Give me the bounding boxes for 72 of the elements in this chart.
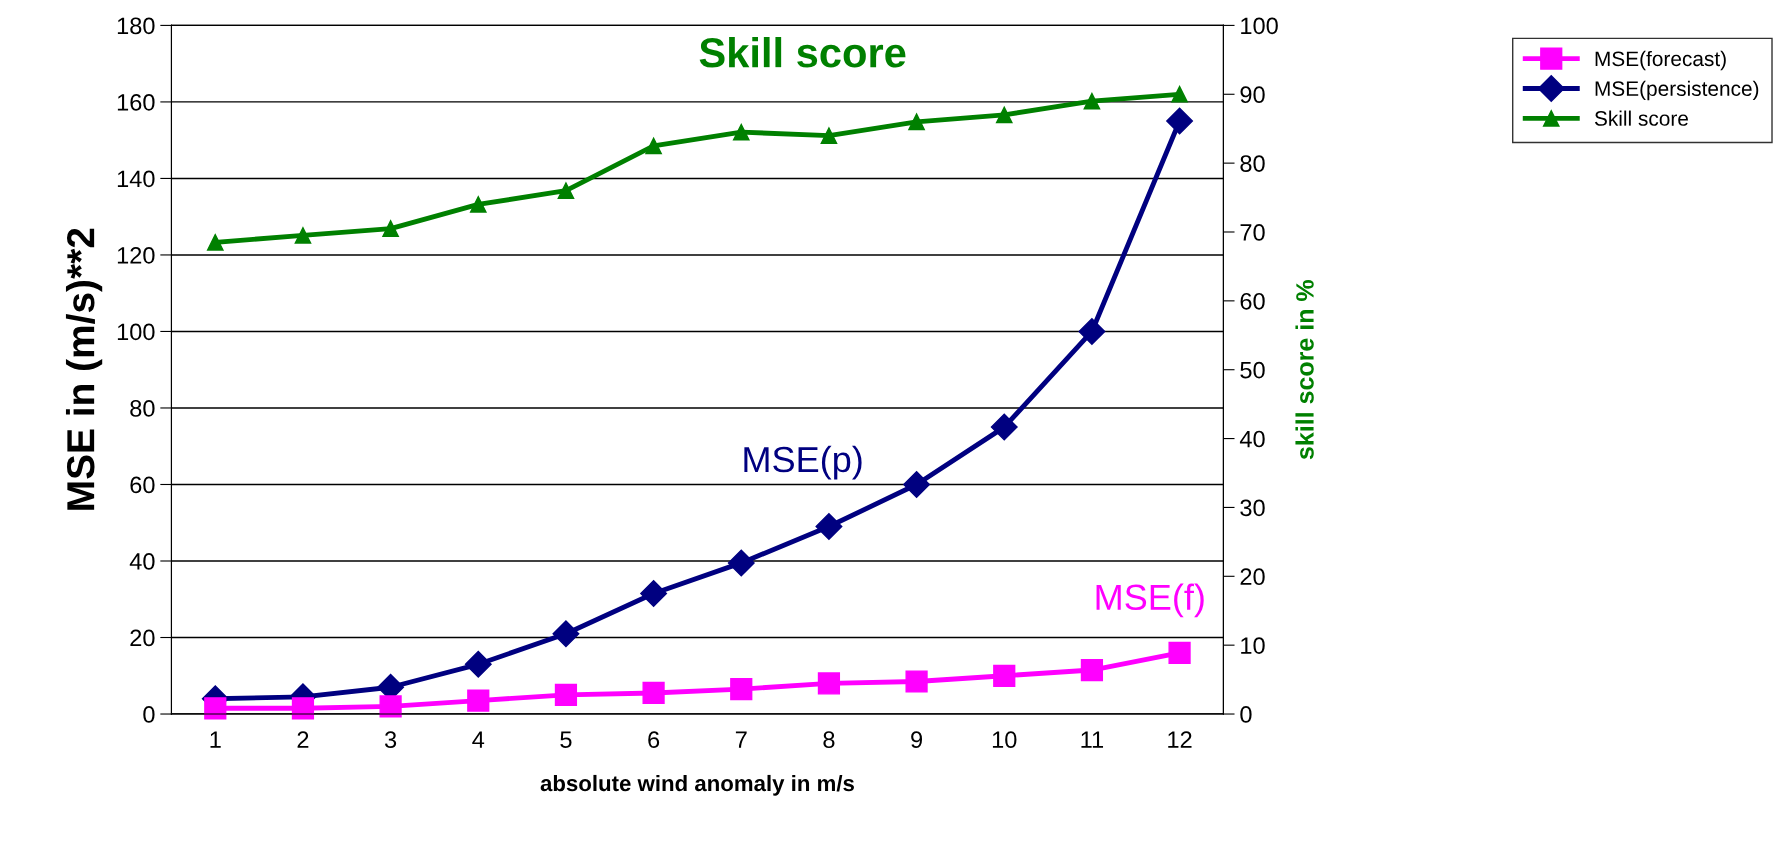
y-tick-label: 0 [143, 706, 155, 723]
y-tick-label: 20 [130, 629, 155, 647]
point [903, 471, 931, 498]
point [554, 683, 578, 707]
y-tick-label: 160 [117, 93, 155, 111]
annotation: Skill score [699, 36, 906, 68]
y-tick-label: 140 [117, 170, 155, 188]
point [820, 127, 838, 144]
point [382, 220, 399, 237]
point [642, 681, 665, 705]
point [467, 689, 490, 712]
x-tick-label: 1 [210, 731, 221, 748]
y2-tick-label: 40 [1239, 430, 1265, 448]
y2-tick-label: 90 [1240, 86, 1265, 104]
point [464, 650, 492, 678]
point [1171, 85, 1188, 103]
point [1080, 658, 1104, 682]
point [557, 182, 575, 200]
x-tick-label: 10 [992, 731, 1017, 749]
y-tick-label: 60 [130, 476, 155, 494]
point [640, 580, 668, 607]
x-tick-label: 3 [384, 731, 397, 749]
point [905, 670, 928, 693]
y2-tick-label: 0 [1240, 706, 1252, 723]
x-tick-label: 7 [735, 731, 747, 748]
y2-tick-label: 20 [1240, 568, 1265, 586]
y-tick-label: 100 [117, 323, 155, 341]
point [294, 227, 312, 244]
x-tick-label: 6 [648, 731, 660, 749]
point [990, 413, 1018, 441]
y2-tick-label: 70 [1240, 224, 1265, 241]
y-tick-label: 80 [130, 400, 155, 417]
legend-label: MSE(forecast) [1595, 50, 1726, 71]
point [552, 620, 580, 648]
y-tick-label: 120 [117, 247, 155, 264]
point [817, 672, 841, 695]
point [730, 678, 753, 701]
legend-label: MSE(persistence) [1595, 80, 1759, 101]
point [1166, 107, 1194, 135]
y-tick-label: 40 [129, 553, 155, 570]
y2-tick-label: 100 [1241, 17, 1278, 35]
x-axis-title: absolute wind anomaly in m/s [540, 774, 854, 796]
y-axis-title: MSE in (m/s)**2 [65, 228, 103, 510]
point [908, 113, 925, 131]
legend-label: Skill score [1594, 110, 1688, 126]
x-tick-label: 4 [472, 731, 485, 748]
y2-tick-label: 30 [1240, 499, 1265, 517]
x-tick-label: 2 [297, 731, 309, 748]
annotation: MSE(f) [1096, 583, 1204, 618]
point [993, 664, 1016, 687]
point [815, 513, 843, 541]
point [1168, 641, 1191, 664]
y2-tick-label: 80 [1240, 155, 1265, 172]
x-tick-label: 11 [1081, 731, 1104, 748]
x-tick-label: 5 [560, 731, 572, 749]
point [1078, 317, 1106, 345]
y2-axis-title: skill score in % [1295, 280, 1314, 460]
point [1083, 92, 1101, 110]
point [995, 106, 1013, 124]
annotation: MSE(p) [744, 445, 862, 480]
y2-tick-label: 60 [1240, 292, 1265, 310]
point [469, 196, 487, 213]
point [645, 137, 662, 155]
y-tick-label: 180 [117, 17, 155, 35]
y2-tick-label: 10 [1241, 637, 1265, 654]
x-tick-label: 8 [823, 731, 835, 749]
x-tick-label: 9 [911, 731, 923, 749]
y2-tick-label: 50 [1240, 361, 1265, 379]
x-tick-label: 12 [1168, 731, 1192, 748]
point [727, 549, 755, 577]
point [206, 233, 224, 251]
point [732, 123, 750, 141]
